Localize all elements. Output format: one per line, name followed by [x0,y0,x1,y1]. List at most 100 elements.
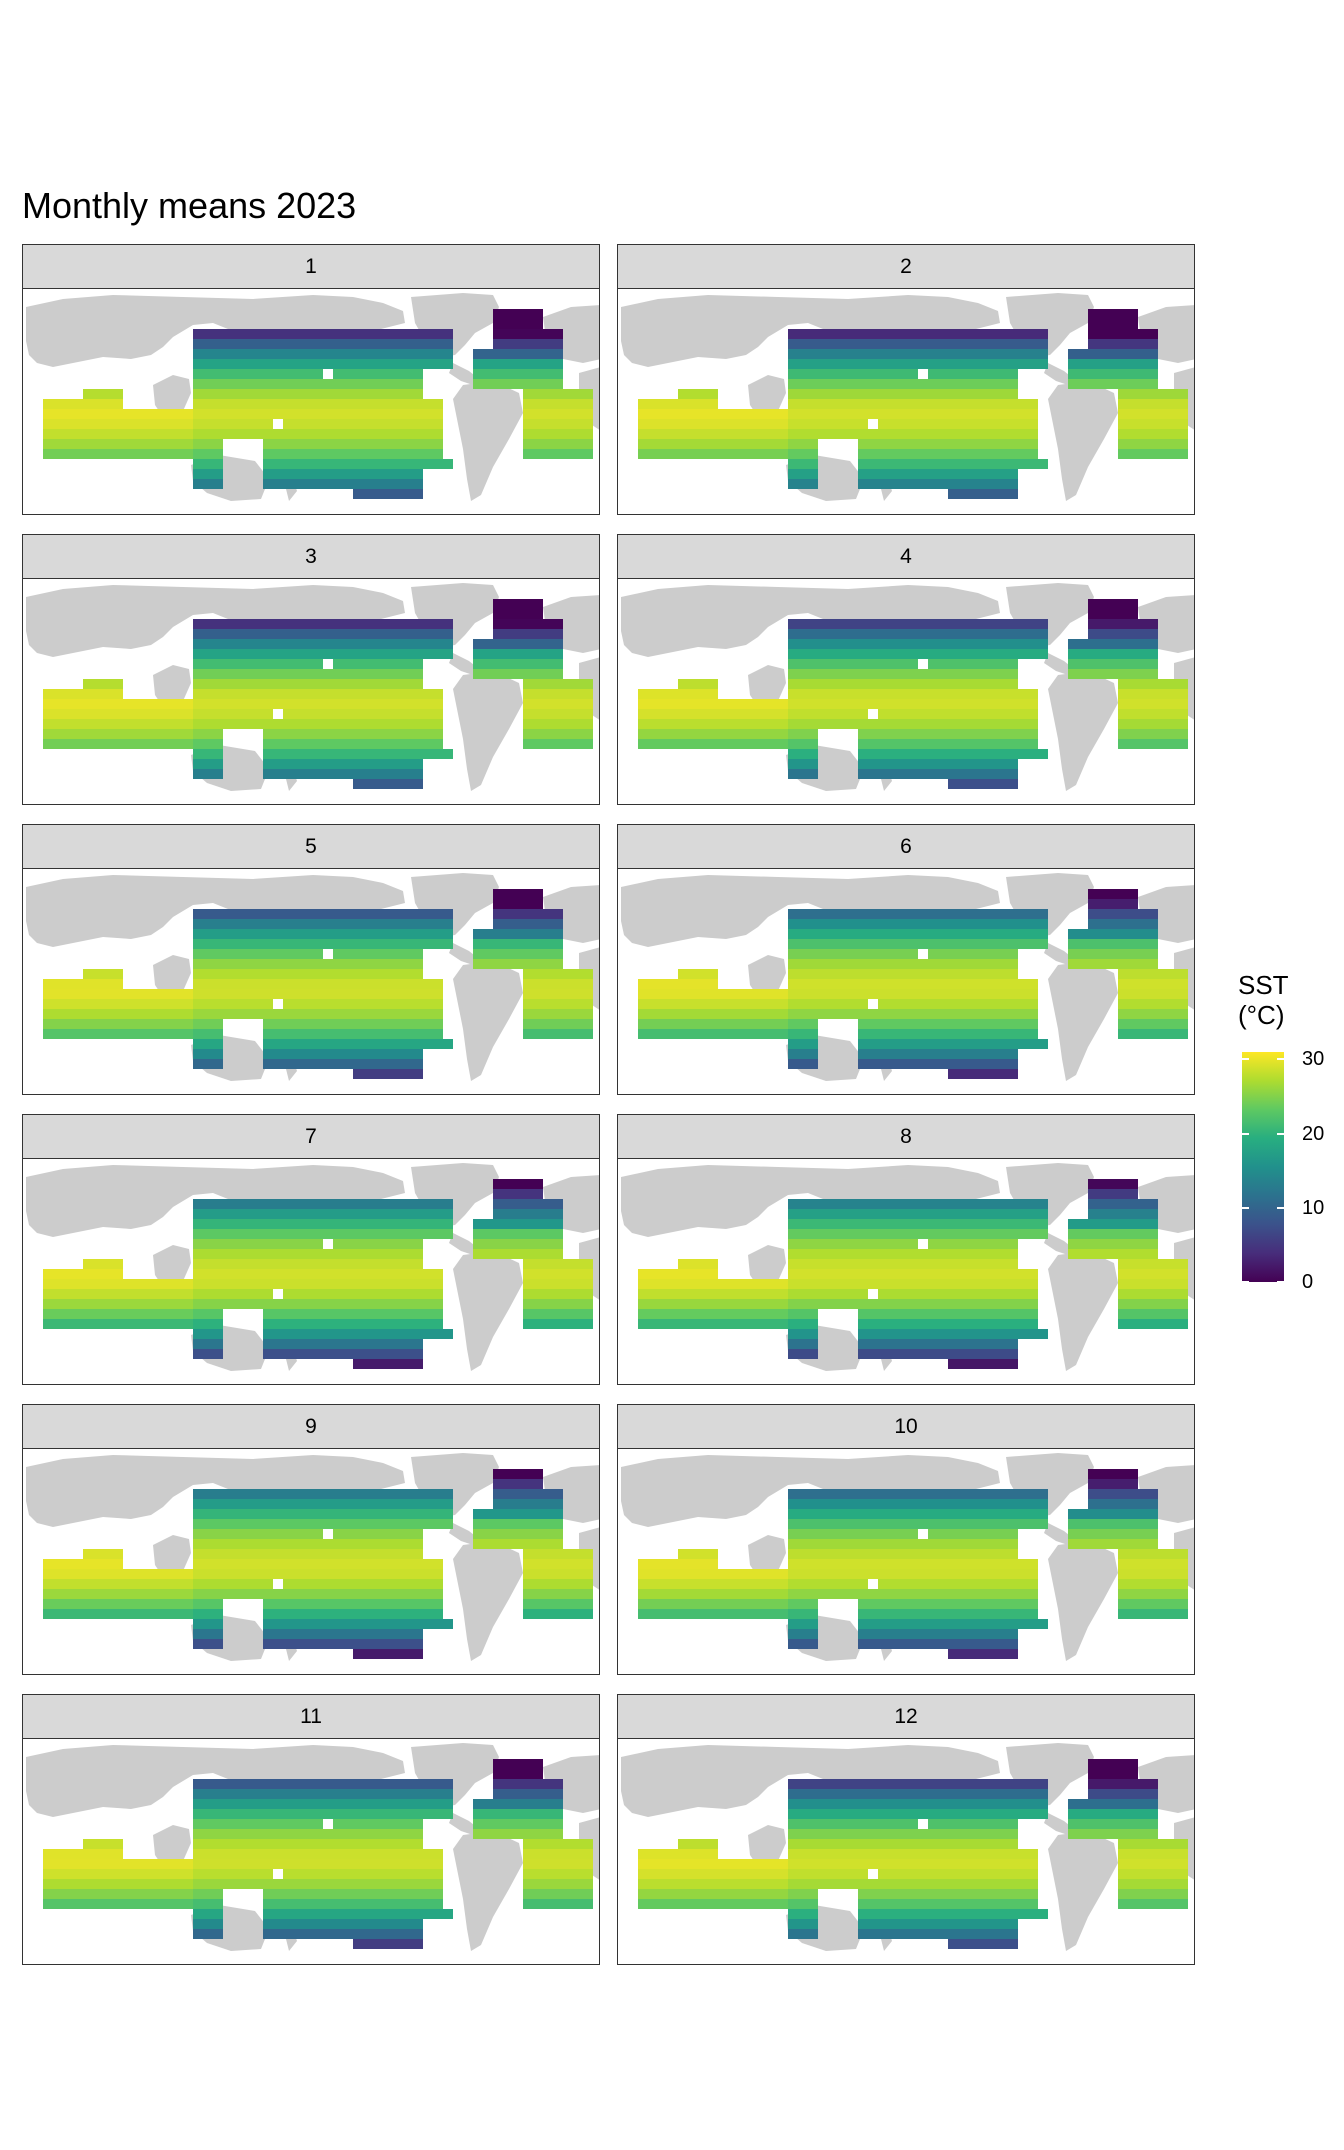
sst-cell [353,749,363,759]
sst-cell [233,1239,243,1249]
sst-cell [778,719,788,729]
sst-cell [243,1219,253,1229]
sst-cell [363,1219,373,1229]
sst-cell [948,1359,958,1369]
sst-cell [203,1279,213,1289]
sst-cell [213,1329,223,1339]
sst-cell [838,379,848,389]
sst-cell [698,1289,708,1299]
sst-cell [323,1009,333,1019]
sst-cell [838,639,848,649]
sst-cell [393,979,403,989]
sst-cell [908,919,918,929]
sst-cell [303,979,313,989]
sst-cell [998,489,1008,499]
sst-cell [1098,1249,1108,1259]
sst-cell [393,759,403,769]
sst-cell [233,999,243,1009]
sst-cell [383,1019,393,1029]
sst-cell [93,1289,103,1299]
sst-cell [858,1319,868,1329]
sst-cell [938,939,948,949]
sst-cell [183,1279,193,1289]
sst-cell [958,619,968,629]
sst-cell [1008,1349,1018,1359]
sst-cell [563,679,573,689]
sst-cell [503,609,513,619]
sst-cell [698,389,708,399]
sst-cell [648,1279,658,1289]
sst-cell [243,669,253,679]
sst-cell [303,1049,313,1059]
sst-cell [373,1499,383,1509]
sst-cell [728,1279,738,1289]
sst-cell [768,989,778,999]
sst-cell [648,1009,658,1019]
land-mass [26,1165,405,1237]
sst-cell [828,1009,838,1019]
sst-cell [878,359,888,369]
sst-cell [353,709,363,719]
sst-cell [878,1269,888,1279]
sst-cell [898,1009,908,1019]
sst-cell [383,1309,393,1319]
sst-cell [363,739,373,749]
sst-cell [948,1289,958,1299]
sst-cell [1008,409,1018,419]
sst-cell [413,669,423,679]
sst-cell [1118,359,1128,369]
sst-cell [788,979,798,989]
sst-cell [808,1009,818,1019]
sst-cell [323,649,333,659]
sst-cell [183,699,193,709]
sst-cell [43,1309,53,1319]
sst-cell [333,399,343,409]
sst-cell [648,1309,658,1319]
sst-cell [948,439,958,449]
sst-cell [393,1269,403,1279]
sst-cell [1018,989,1028,999]
sst-cell [273,349,283,359]
sst-cell [333,1249,343,1259]
sst-cell [283,719,293,729]
sst-cell [483,1229,493,1239]
sst-cell [948,749,958,759]
sst-cell [513,319,523,329]
sst-cell [383,1249,393,1259]
sst-cell [768,1319,778,1329]
sst-cell [908,1199,918,1209]
sst-cell [243,1299,253,1309]
land-mass [1044,653,1074,675]
sst-cell [323,1029,333,1039]
sst-cell [273,1279,283,1289]
sst-cell [413,369,423,379]
sst-cell [998,429,1008,439]
sst-cell [503,1239,513,1249]
sst-cell [868,639,878,649]
sst-cell [938,989,948,999]
sst-cell [73,719,83,729]
sst-cell [253,329,263,339]
sst-cell [788,679,798,689]
sst-cell [303,1539,313,1549]
sst-cell [423,689,433,699]
sst-cell [73,449,83,459]
sst-cell [888,969,898,979]
sst-cell [53,399,63,409]
sst-cell [333,339,343,349]
sst-cell [1118,709,1128,719]
sst-cell [163,729,173,739]
sst-cell [718,1289,728,1299]
sst-cell [413,339,423,349]
sst-cell [748,1319,758,1329]
sst-cell [938,1239,948,1249]
sst-cell [403,469,413,479]
sst-cell [373,449,383,459]
sst-cell [333,1319,343,1329]
sst-cell [1138,369,1148,379]
sst-cell [1128,369,1138,379]
sst-cell [203,1319,213,1329]
sst-cell [163,699,173,709]
sst-cell [808,969,818,979]
sst-cell [383,979,393,989]
